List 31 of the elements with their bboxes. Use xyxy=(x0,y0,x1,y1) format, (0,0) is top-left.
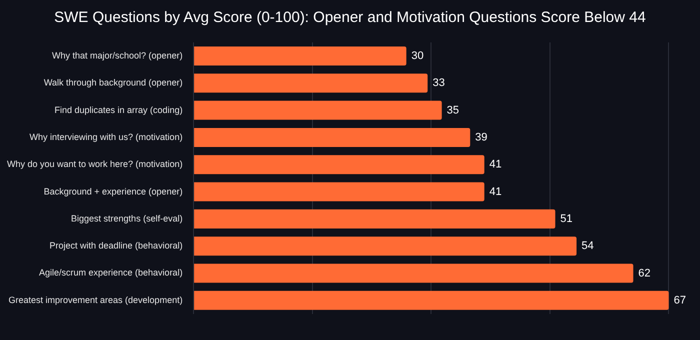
y-tick-label: Why that major/school? (opener) xyxy=(52,50,183,60)
data-label: 39 xyxy=(475,131,488,144)
bar xyxy=(194,46,406,66)
data-label: 54 xyxy=(582,240,594,252)
bar xyxy=(194,182,484,202)
bar xyxy=(194,100,442,120)
data-label: 41 xyxy=(489,186,502,198)
bar xyxy=(194,128,470,147)
data-label: 51 xyxy=(560,212,573,225)
bar xyxy=(194,74,428,93)
data-label: 62 xyxy=(638,267,651,280)
bar xyxy=(194,264,634,283)
y-tick-label: Agile/scrum experience (behavioral) xyxy=(38,268,183,278)
bar xyxy=(194,209,556,228)
bar xyxy=(194,236,577,256)
y-tick-label: Why interviewing with us? (motivation) xyxy=(30,132,183,142)
y-tick-label: Why do you want to work here? (motivation) xyxy=(6,159,183,170)
y-tick-label: Find duplicates in array (coding) xyxy=(54,104,183,115)
data-label: 41 xyxy=(489,158,502,171)
data-label: 67 xyxy=(674,294,686,306)
y-tick-label: Biggest strengths (self-eval) xyxy=(71,213,183,224)
data-label: 30 xyxy=(411,50,424,62)
y-tick-label: Walk through background (opener) xyxy=(44,78,183,88)
chart-title: SWE Questions by Avg Score (0-100): Opener and Motivation Questions Score Below 44 xyxy=(53,8,647,28)
data-label: 35 xyxy=(446,104,460,116)
bar xyxy=(194,155,484,174)
y-tick-label: Background + experience (opener) xyxy=(44,186,183,196)
bar xyxy=(194,290,669,310)
y-tick-label: Greatest improvement areas (development) xyxy=(8,294,183,305)
y-tick-label: Project with deadline (behavioral) xyxy=(49,240,183,251)
data-label: 33 xyxy=(432,77,445,90)
